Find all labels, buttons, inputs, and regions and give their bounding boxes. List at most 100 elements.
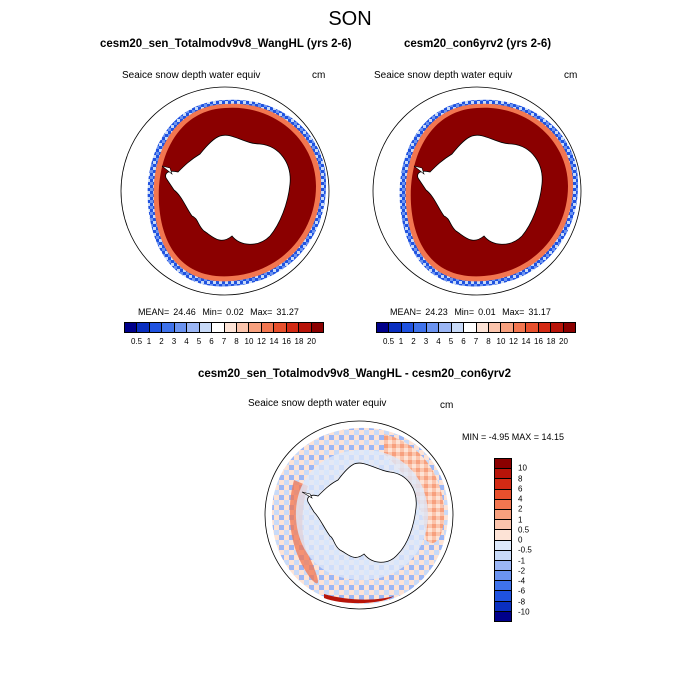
panel-1-colorbar-labels: 0.5 1 2 3 4 5 6 7 8 10 12 14 16 18 20 bbox=[124, 337, 324, 349]
colorbar-tick-label: 0 bbox=[518, 535, 523, 545]
colorbar-tick-label: 2 bbox=[159, 337, 164, 346]
colorbar-swatch bbox=[495, 469, 511, 480]
colorbar-tick-label: 7 bbox=[473, 337, 479, 346]
antarctica-land bbox=[417, 134, 543, 245]
colorbar-tick-label: 14 bbox=[521, 337, 531, 346]
colorbar-swatch bbox=[464, 323, 477, 332]
panel-2-title: cesm20_con6yrv2 (yrs 2-6) bbox=[404, 38, 552, 50]
colorbar-tick-label: 12 bbox=[257, 337, 266, 346]
colorbar-swatch bbox=[495, 459, 511, 470]
panel-2-map bbox=[372, 86, 582, 296]
colorbar-tick-label: 2 bbox=[518, 504, 523, 514]
colorbar-tick-label: -10 bbox=[518, 607, 530, 617]
colorbar-tick-label: 16 bbox=[282, 337, 291, 346]
max-value: 31.17 bbox=[528, 307, 551, 317]
colorbar-swatch bbox=[311, 323, 323, 332]
panel-1-colorbar bbox=[124, 322, 324, 333]
colorbar-swatch bbox=[495, 540, 511, 551]
difference-colorbar bbox=[494, 458, 512, 622]
colorbar-tick-label: 18 bbox=[294, 337, 304, 346]
colorbar-tick-label: 0.5 bbox=[130, 337, 143, 346]
colorbar-swatch bbox=[495, 560, 511, 572]
colorbar-tick-label: -8 bbox=[518, 597, 526, 606]
panel-2-colorbar bbox=[376, 322, 576, 333]
difference-map bbox=[264, 420, 454, 610]
mean-value: 24.46 bbox=[173, 307, 196, 317]
colorbar-swatch bbox=[495, 499, 511, 510]
colorbar-swatch bbox=[538, 323, 552, 332]
colorbar-tick-label: 4 bbox=[518, 494, 523, 504]
colorbar-swatch bbox=[199, 323, 213, 332]
antarctica-land bbox=[165, 134, 291, 245]
colorbar-tick-label: 6 bbox=[209, 337, 214, 346]
colorbar-tick-label: 8 bbox=[486, 337, 491, 346]
colorbar-swatch bbox=[426, 323, 440, 332]
colorbar-tick-label: 1 bbox=[518, 515, 523, 524]
max-label: Max= bbox=[250, 307, 273, 317]
colorbar-swatch bbox=[149, 323, 163, 332]
colorbar-tick-label: 18 bbox=[546, 337, 556, 346]
panel-2-units: cm bbox=[564, 70, 578, 81]
colorbar-swatch bbox=[162, 323, 175, 332]
colorbar-tick-label: 5 bbox=[196, 337, 202, 346]
colorbar-swatch bbox=[495, 530, 511, 541]
colorbar-swatch bbox=[495, 550, 511, 561]
colorbar-tick-label: 8 bbox=[518, 474, 523, 483]
colorbar-tick-label: 14 bbox=[269, 337, 279, 346]
colorbar-tick-label: -6 bbox=[518, 586, 526, 596]
colorbar-tick-label: 8 bbox=[234, 337, 239, 346]
colorbar-tick-label: -0.5 bbox=[518, 545, 532, 555]
colorbar-swatch bbox=[286, 323, 300, 332]
panel-2-stats: MEAN= 24.23 Min= 0.01 Max= 31.17 bbox=[390, 307, 555, 317]
colorbar-tick-label: 6 bbox=[518, 484, 523, 494]
panel-1-units: cm bbox=[312, 70, 326, 81]
colorbar-swatch bbox=[261, 323, 275, 332]
colorbar-tick-label: 7 bbox=[221, 337, 227, 346]
colorbar-tick-label: 10 bbox=[496, 337, 506, 346]
colorbar-swatch bbox=[274, 323, 287, 332]
colorbar-swatch bbox=[137, 323, 150, 332]
panel-1-title: cesm20_sen_Totalmodv9v8_WangHL (yrs 2-6) bbox=[100, 38, 352, 50]
mean-label: MEAN= bbox=[138, 307, 170, 317]
colorbar-swatch bbox=[236, 323, 250, 332]
colorbar-swatch bbox=[414, 323, 427, 332]
colorbar-tick-label: 10 bbox=[244, 337, 254, 346]
colorbar-swatch bbox=[513, 323, 527, 332]
colorbar-swatch bbox=[299, 323, 312, 332]
colorbar-tick-label: 20 bbox=[307, 337, 316, 346]
colorbar-tick-label: 20 bbox=[559, 337, 568, 346]
colorbar-tick-label: 3 bbox=[423, 337, 429, 346]
colorbar-swatch bbox=[187, 323, 200, 332]
colorbar-tick-label: 0.5 bbox=[518, 525, 530, 535]
panel-1-map bbox=[120, 86, 330, 296]
colorbar-swatch bbox=[401, 323, 415, 332]
colorbar-tick-label: 4 bbox=[184, 337, 189, 346]
colorbar-swatch bbox=[495, 520, 511, 531]
colorbar-tick-label: 12 bbox=[509, 337, 518, 346]
colorbar-tick-label: 0.5 bbox=[382, 337, 395, 346]
colorbar-tick-label: 6 bbox=[461, 337, 466, 346]
colorbar-swatch bbox=[212, 323, 225, 332]
min-label: Min= bbox=[454, 307, 475, 317]
min-value: 0.02 bbox=[226, 307, 244, 317]
min-value: 0.01 bbox=[478, 307, 496, 317]
figure-title: SON bbox=[328, 8, 372, 30]
colorbar-swatch bbox=[501, 323, 514, 332]
diff-south-band bbox=[324, 594, 394, 604]
colorbar-swatch bbox=[495, 601, 511, 612]
colorbar-swatch bbox=[495, 581, 511, 592]
colorbar-tick-label: 1 bbox=[398, 337, 404, 346]
colorbar-swatch bbox=[495, 571, 511, 582]
difference-units: cm bbox=[440, 400, 454, 411]
colorbar-swatch bbox=[551, 323, 564, 332]
colorbar-swatch bbox=[495, 591, 511, 602]
panel-2-variable: Seaice snow depth water equiv bbox=[374, 70, 513, 81]
colorbar-swatch bbox=[476, 323, 489, 332]
max-label: Max= bbox=[502, 307, 525, 317]
colorbar-tick-label: 1 bbox=[146, 337, 152, 346]
colorbar-swatch bbox=[488, 323, 502, 332]
difference-colorbar-labels: 10 8 6 4 2 1 0.5 0 -0.5 -1 -2 -4 -6 -8 -10 bbox=[518, 458, 558, 622]
colorbar-swatch bbox=[174, 323, 188, 332]
min-label: Min= bbox=[202, 307, 223, 317]
colorbar-tick-label: 5 bbox=[448, 337, 454, 346]
